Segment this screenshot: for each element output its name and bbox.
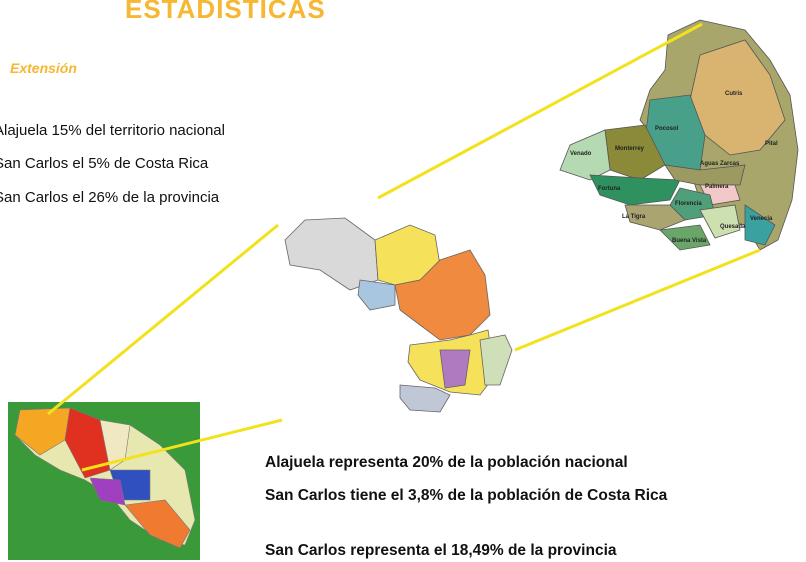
map-label: Pital: [765, 141, 778, 147]
province-map: [284, 217, 513, 413]
extension-item: Alajuela 15% del territorio nacional: [0, 122, 225, 139]
extension-item: San Carlos el 26% de la provincia: [0, 189, 220, 206]
connector: [377, 22, 703, 200]
map-label: Florencia: [675, 201, 702, 207]
map-label: Aguas Zarcas: [700, 161, 740, 167]
map-labels: Cutris Pocosol Monterrey Venado Fortuna Aguas…: [570, 91, 778, 244]
map-label: La Tigra: [622, 214, 646, 220]
map-label: Fortuna: [598, 186, 621, 192]
map-label: Cutris: [725, 91, 743, 97]
map-label: Palmera: [705, 184, 729, 190]
subtitle: Extensión: [10, 60, 77, 76]
population-item: San Carlos tiene el 3,8% de la población…: [265, 487, 668, 504]
extension-item: San Carlos el 5% de Costa Rica: [0, 155, 209, 172]
map-label: Venado: [570, 151, 592, 157]
district-map: [559, 19, 799, 251]
population-item: Alajuela representa 20% de la población …: [265, 454, 628, 471]
map-label: Pocosol: [655, 126, 679, 132]
connector-lines: [47, 22, 761, 472]
connector: [47, 223, 279, 416]
map-label: Quesada: [720, 224, 746, 230]
map-label: Monterrey: [615, 146, 645, 152]
connector: [514, 248, 761, 352]
connector: [81, 418, 283, 472]
map-label: Venecia: [750, 216, 773, 222]
map-label: Buena Vista: [672, 238, 707, 244]
country-map: [8, 402, 200, 560]
population-item: San Carlos representa el 18,49% de la pr…: [265, 542, 617, 559]
title: ESTADISTICAS: [125, 0, 326, 24]
